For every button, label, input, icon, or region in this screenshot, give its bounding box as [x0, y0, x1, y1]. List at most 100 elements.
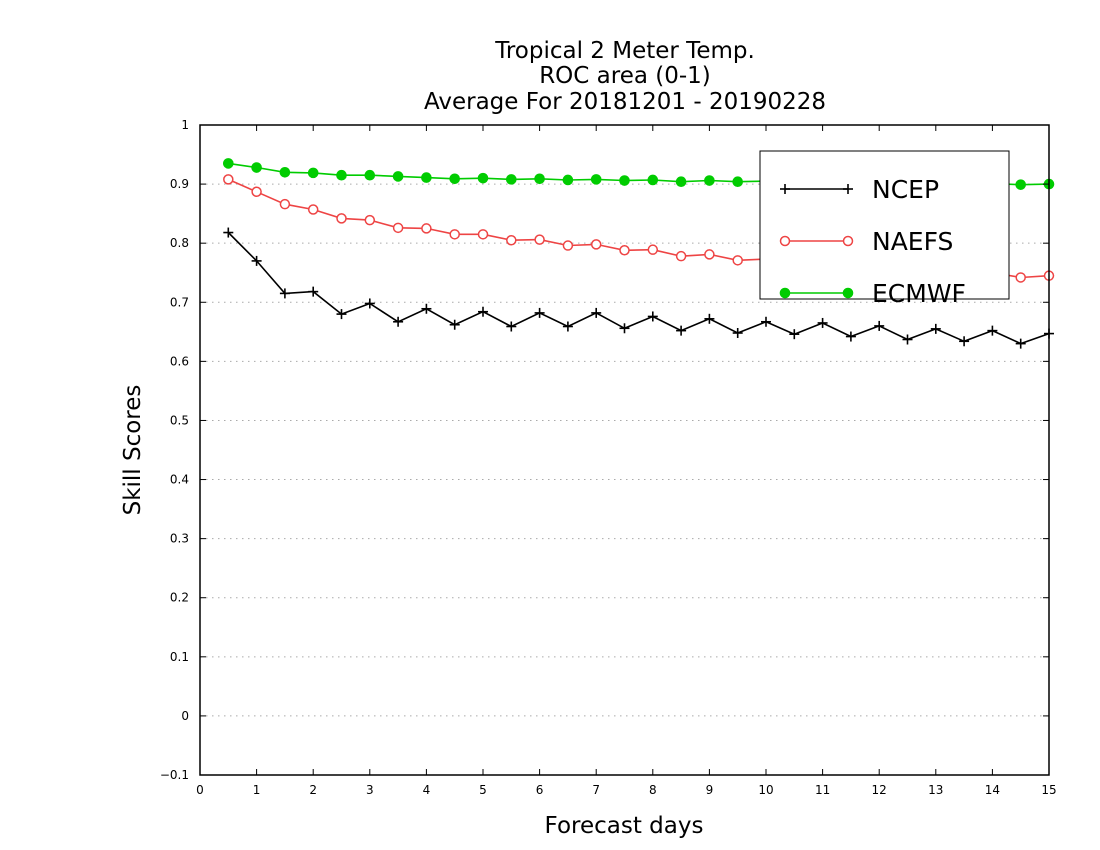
data-point-ncep	[789, 329, 800, 340]
title-line-1: Tropical 2 Meter Temp.	[494, 38, 755, 64]
data-point-ncep	[732, 328, 743, 338]
data-point-naefs	[1015, 272, 1026, 283]
legend-marker-ecmwf	[779, 287, 791, 299]
data-point-naefs	[392, 222, 404, 234]
x-tick-label: 9	[706, 783, 714, 797]
legend-marker-ecmwf	[842, 287, 854, 299]
data-point-ncep	[647, 311, 658, 322]
y-tick-label: 1	[181, 118, 189, 132]
data-point-ecmwf	[647, 174, 659, 186]
data-point-ecmwf	[279, 166, 291, 178]
data-point-ncep	[393, 316, 404, 327]
legend-box	[759, 150, 1010, 300]
data-point-naefs	[647, 244, 659, 255]
data-point-ecmwf	[675, 176, 687, 188]
data-point-ncep	[562, 321, 573, 332]
data-point-naefs	[619, 245, 630, 256]
legend-item-ncep: NCEP	[780, 175, 939, 204]
legend-item-ecmwf: ECMWF	[779, 279, 966, 308]
data-point-ncep	[251, 255, 262, 266]
data-point-ecmwf	[1015, 179, 1027, 190]
x-tick-label: 2	[309, 783, 317, 797]
data-point-naefs	[675, 250, 687, 262]
legend-marker-naefs	[842, 235, 854, 247]
data-point-ncep	[930, 323, 941, 334]
data-point-naefs	[590, 239, 602, 250]
x-tick-label: 14	[985, 783, 1000, 797]
data-point-ncep	[619, 323, 630, 334]
data-point-naefs	[279, 198, 291, 210]
data-point-ecmwf	[619, 175, 630, 186]
y-tick-label: 0.2	[170, 591, 189, 605]
data-point-ncep	[902, 334, 913, 345]
x-axis-title: Forecast days	[545, 813, 704, 839]
axis-ticks: −0.100.10.20.30.40.50.60.70.80.910 1 2 3 4 5 6…	[160, 118, 1057, 797]
data-point-ncep	[1015, 338, 1026, 349]
data-point-ncep	[308, 286, 319, 297]
y-tick-label: −0.1	[160, 768, 189, 782]
data-point-ncep	[449, 319, 460, 330]
data-point-ncep	[874, 320, 885, 331]
data-point-ncep	[421, 303, 432, 314]
title-line-2: ROC area (0-1)	[539, 63, 711, 89]
data-point-ncep	[959, 336, 970, 347]
data-point-ncep	[817, 317, 828, 328]
data-point-ncep	[704, 313, 715, 324]
x-tick-label: 12	[872, 783, 887, 797]
data-point-naefs	[223, 174, 234, 185]
data-point-ncep	[506, 321, 517, 332]
x-tick-label: 5	[479, 783, 487, 797]
data-point-naefs	[506, 234, 517, 246]
data-point-ecmwf	[223, 158, 234, 169]
data-point-ecmwf	[477, 172, 489, 184]
data-point-ecmwf	[392, 171, 404, 182]
y-tick-label: 0.9	[170, 177, 189, 191]
y-tick-label: 0.1	[170, 650, 189, 664]
data-point-ecmwf	[421, 172, 432, 183]
data-point-naefs	[307, 204, 319, 215]
x-tick-label: 8	[649, 783, 657, 797]
data-point-ecmwf	[251, 162, 262, 173]
data-point-naefs	[477, 229, 489, 240]
x-tick-label: 6	[536, 783, 544, 797]
data-point-ncep	[987, 325, 998, 336]
legend-label-naefs: NAEFS	[872, 227, 953, 256]
data-point-ecmwf	[732, 176, 744, 188]
y-tick-label: 0	[181, 709, 189, 723]
data-point-ncep	[336, 309, 347, 320]
data-point-naefs	[534, 234, 545, 245]
data-point-ecmwf	[562, 174, 574, 186]
data-point-ecmwf	[336, 169, 347, 181]
y-tick-label: 0.3	[170, 532, 189, 546]
series-line-ncep	[227, 231, 1050, 345]
y-tick-label: 0.8	[170, 236, 189, 250]
data-point-ncep	[676, 325, 687, 336]
data-point-ecmwf	[364, 169, 376, 181]
data-point-ecmwf	[704, 175, 715, 186]
y-tick-label: 0.7	[170, 295, 189, 309]
data-point-ecmwf	[506, 174, 517, 185]
data-point-naefs	[251, 186, 262, 198]
x-tick-label: 10	[758, 783, 773, 797]
x-tick-label: 4	[423, 783, 431, 797]
legend-marker-naefs	[779, 235, 791, 247]
data-point-ncep	[364, 298, 375, 309]
x-tick-label: 7	[592, 783, 600, 797]
data-point-naefs	[562, 240, 574, 251]
y-tick-label: 0.6	[170, 354, 189, 368]
x-tick-label: 13	[928, 783, 943, 797]
legend-marker-ncep	[843, 184, 853, 194]
data-point-naefs	[732, 255, 743, 266]
data-point-ncep	[845, 331, 856, 342]
y-axis-title: Skill Scores	[120, 385, 146, 516]
title-line-3: Average For 20181201 - 20190228	[424, 89, 826, 115]
data-point-naefs	[449, 229, 460, 240]
legend: NCEP NAEFS ECMWF	[759, 150, 1010, 308]
y-tick-label: 0.5	[170, 413, 189, 427]
data-point-ncep	[279, 288, 290, 299]
data-point-naefs	[364, 214, 376, 226]
data-point-ncep	[591, 307, 602, 318]
legend-item-naefs: NAEFS	[779, 227, 953, 256]
legend-label-ecmwf: ECMWF	[872, 279, 966, 308]
